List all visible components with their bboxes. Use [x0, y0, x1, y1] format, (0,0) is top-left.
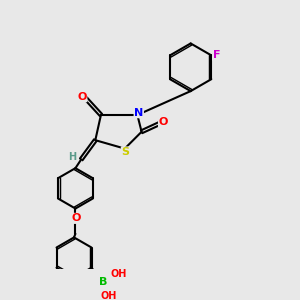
Text: F: F — [213, 50, 220, 60]
Text: S: S — [121, 147, 129, 157]
Text: OH: OH — [110, 269, 127, 279]
Text: O: O — [71, 213, 81, 224]
Text: N: N — [134, 108, 143, 118]
Text: OH: OH — [101, 291, 117, 300]
Text: B: B — [99, 277, 107, 287]
Text: H: H — [68, 152, 76, 162]
Text: O: O — [158, 117, 168, 127]
Text: O: O — [77, 92, 87, 102]
